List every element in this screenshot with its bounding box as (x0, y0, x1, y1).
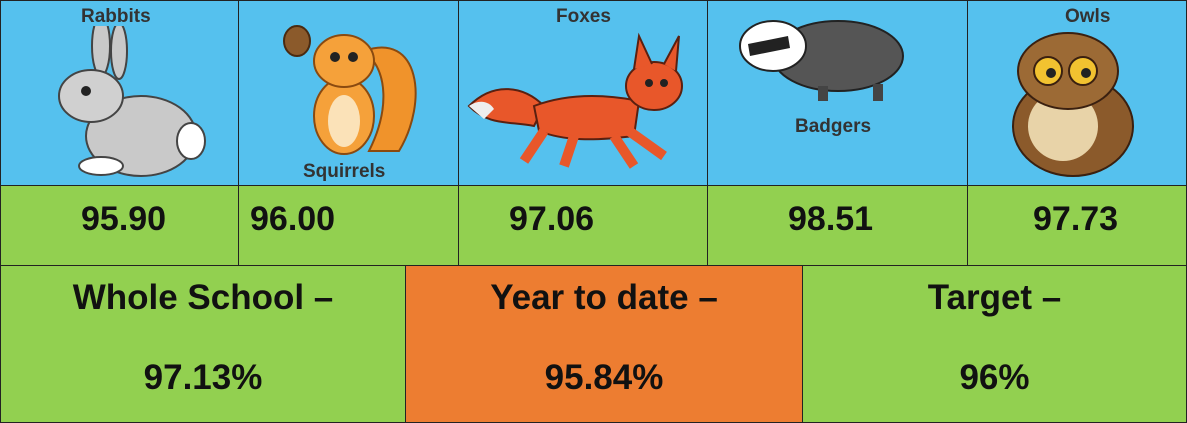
summary-cell: Whole School – 97.13% (0, 265, 406, 423)
summary-cell: Target – 96% (802, 265, 1187, 423)
class-value: 96.00 (250, 200, 335, 239)
value-cell: 97.06 (458, 185, 708, 266)
badgers-cell: Badgers (707, 0, 968, 186)
page: Rabbits Squirrels Foxes Badgers Owls (0, 0, 1187, 423)
owl-illustration (993, 26, 1173, 186)
class-value: 97.73 (1033, 200, 1118, 239)
badger-illustration (728, 6, 908, 106)
squirrels-cell: Squirrels (238, 0, 459, 186)
summary-label: Whole School – (1, 278, 405, 318)
value-cell: 98.51 (707, 185, 968, 266)
class-value: 97.06 (509, 200, 594, 239)
rabbit-illustration (41, 26, 221, 186)
value-cell: 96.00 (238, 185, 459, 266)
summary-label: Year to date – (406, 278, 802, 318)
value-cell: 97.73 (967, 185, 1187, 266)
value-cell: 95.90 (0, 185, 239, 266)
class-value: 98.51 (788, 200, 873, 239)
class-value: 95.90 (81, 200, 166, 239)
summary-value: 96% (803, 358, 1186, 398)
rabbits-cell: Rabbits (0, 0, 239, 186)
class-name: Rabbits (81, 6, 151, 28)
squirrel-illustration (269, 11, 429, 161)
class-name: Badgers (795, 116, 871, 138)
class-name: Foxes (556, 6, 611, 28)
class-name: Squirrels (303, 161, 385, 183)
foxes-cell: Foxes (458, 0, 708, 186)
fox-illustration (464, 31, 704, 181)
class-name: Owls (1065, 6, 1110, 28)
owls-cell: Owls (967, 0, 1187, 186)
summary-value: 95.84% (406, 358, 802, 398)
summary-label: Target – (803, 278, 1186, 318)
summary-cell: Year to date – 95.84% (405, 265, 803, 423)
summary-value: 97.13% (1, 358, 405, 398)
